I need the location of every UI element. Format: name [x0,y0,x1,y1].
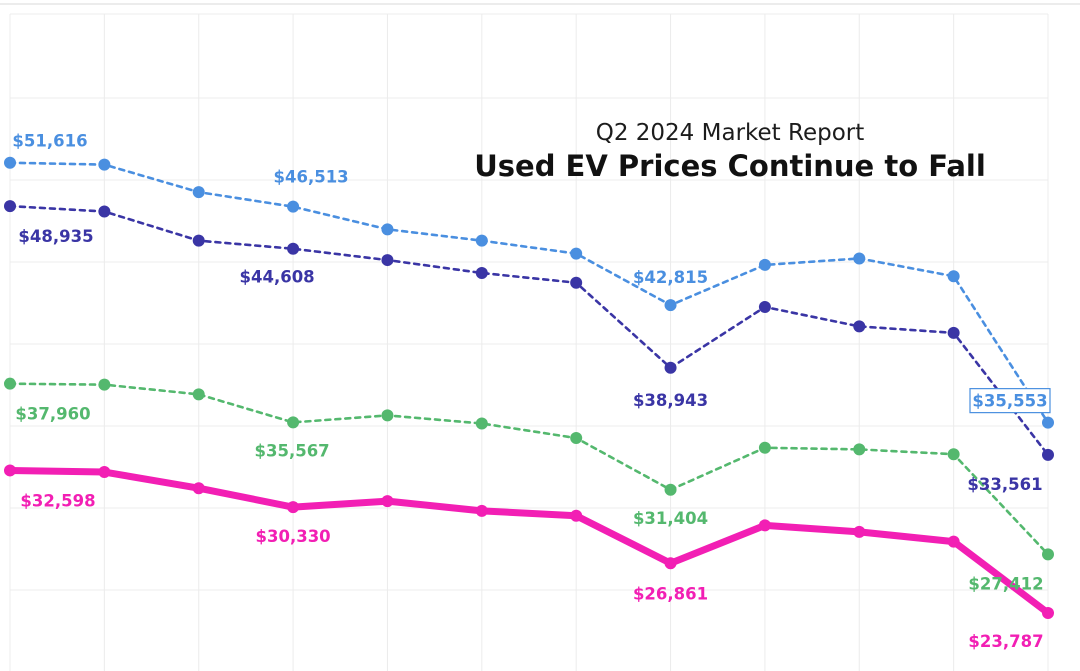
series-green-point [664,483,677,496]
series-purple-point [853,320,866,333]
series-purple-data-label: $33,561 [967,475,1042,494]
series-blue-data-label: $42,815 [633,268,708,287]
series-blue-point [192,186,205,199]
series-green-point [1042,548,1054,561]
series-purple-point [664,361,677,374]
series-pink-line [6,466,1052,617]
chart-title: Used EV Prices Continue to Fall [474,149,986,183]
series-purple-point [570,276,583,289]
series-blue-point [4,156,16,169]
series-pink-point [664,557,677,570]
series-pink-point [192,482,205,495]
series-pink-data-label: $23,787 [968,632,1043,651]
series-green-point [98,378,111,391]
series-green-data-label: $31,404 [633,509,708,528]
series-purple-point [1042,448,1054,461]
series-purple-point [947,326,960,339]
series-green-line [8,382,1050,556]
series-pink-point [758,519,771,532]
highlight-box [969,388,1051,414]
chart-subtitle: Q2 2024 Market Report [596,120,865,146]
series-blue-data-label: $46,513 [274,168,349,187]
series-purple-point [381,254,394,267]
label-layer: $51,616 $46,513 $42,815 $35,553 $48,935 $44,6… [12,132,1051,651]
series-blue-point [98,158,111,171]
series-blue-point [570,247,583,260]
series-pink-point [475,504,488,517]
series-green-point [192,388,205,401]
series-blue-point [287,200,300,213]
series-green-point [570,432,583,445]
series-green-point [758,441,771,454]
series-blue-point [758,258,771,271]
series-green-point [947,448,960,461]
series-blue-point [1042,416,1054,429]
series-pink-point [4,464,16,477]
series-green-point [4,377,16,390]
series-purple-point [98,205,111,218]
series-layer [4,156,1054,619]
series-green-data-label: $35,567 [255,441,330,460]
series-purple-data-label: $38,943 [633,391,708,410]
series-blue-point [381,223,394,236]
series-blue-point [475,234,488,247]
series-purple-data-label: $44,608 [240,268,315,287]
series-green-point [475,417,488,430]
series-blue-point [853,252,866,265]
series-green-point [381,409,394,422]
series-blue-point [664,299,677,312]
series-pink-point [853,525,866,538]
series-purple-data-label: $48,935 [18,227,93,246]
series-pink-point [98,466,111,479]
series-purple-point [192,234,205,247]
series-green-point [287,416,300,429]
series-pink-point [287,501,300,514]
series-green-point [853,443,866,456]
series-blue-point [947,270,960,283]
series-pink-point [947,535,960,548]
series-pink-point [381,495,394,508]
series-pink-point [1042,607,1054,619]
series-purple-line [8,204,1050,457]
series-purple-point [475,267,488,280]
series-purple-point [287,242,300,255]
series-pink-data-label: $30,330 [256,527,331,546]
series-pink-data-label: $32,598 [20,491,95,510]
series-pink-point [570,509,583,522]
series-green-data-label: $27,412 [968,574,1043,593]
grid [9,13,1049,671]
series-purple-point [4,200,16,213]
series-blue-line [8,161,1050,424]
series-blue-data-label: $51,616 [12,132,87,151]
series-pink-data-label: $26,861 [633,584,708,603]
series-blue-data-label: $35,553 [972,392,1047,411]
series-purple-point [758,300,771,313]
series-green-data-label: $37,960 [15,405,90,424]
